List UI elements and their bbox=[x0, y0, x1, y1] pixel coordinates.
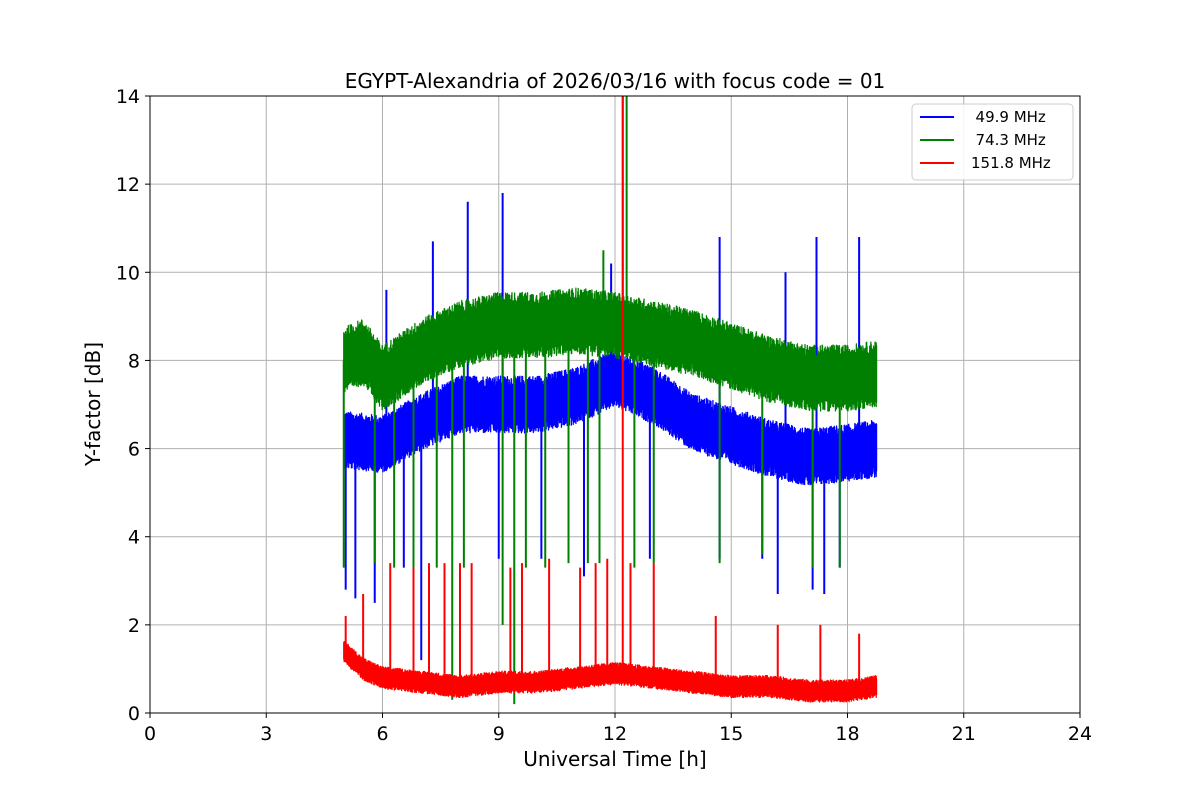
y-tick-label: 8 bbox=[128, 350, 140, 372]
y-tick-label: 4 bbox=[128, 527, 140, 549]
x-tick-label: 12 bbox=[603, 723, 627, 745]
x-tick-label: 21 bbox=[952, 723, 976, 745]
chart-title: EGYPT-Alexandria of 2026/03/16 with focu… bbox=[345, 69, 886, 93]
y-tick-label: 6 bbox=[128, 439, 140, 461]
x-tick-label: 15 bbox=[719, 723, 743, 745]
x-tick-label: 18 bbox=[835, 723, 859, 745]
legend: 49.9 MHz 74.3 MHz 151.8 MHz bbox=[911, 103, 1074, 181]
x-tick-label: 24 bbox=[1068, 723, 1092, 745]
y-tick-label: 14 bbox=[116, 86, 140, 108]
y-axis-label: Y-factor [dB] bbox=[81, 342, 105, 467]
x-tick-label: 9 bbox=[493, 723, 505, 745]
x-tick-label: 3 bbox=[260, 723, 272, 745]
legend-label-151-8: 151.8 MHz bbox=[971, 154, 1051, 172]
legend-box bbox=[911, 103, 1074, 181]
y-tick-label: 0 bbox=[128, 703, 140, 725]
series-line-74-3-mhz bbox=[343, 287, 878, 412]
x-axis-label: Universal Time [h] bbox=[523, 747, 706, 771]
y-tick-label: 2 bbox=[128, 615, 140, 637]
y-tick-label: 10 bbox=[116, 262, 140, 284]
series-layer bbox=[342, 96, 878, 705]
x-tick-label: 6 bbox=[376, 723, 388, 745]
x-tick-label: 0 bbox=[144, 723, 156, 745]
series-line-151-8-mhz bbox=[343, 641, 878, 703]
legend-label-49-9: 49.9 MHz bbox=[966, 108, 1046, 126]
legend-label-74-3: 74.3 MHz bbox=[966, 131, 1046, 149]
y-tick-label: 12 bbox=[116, 174, 140, 196]
